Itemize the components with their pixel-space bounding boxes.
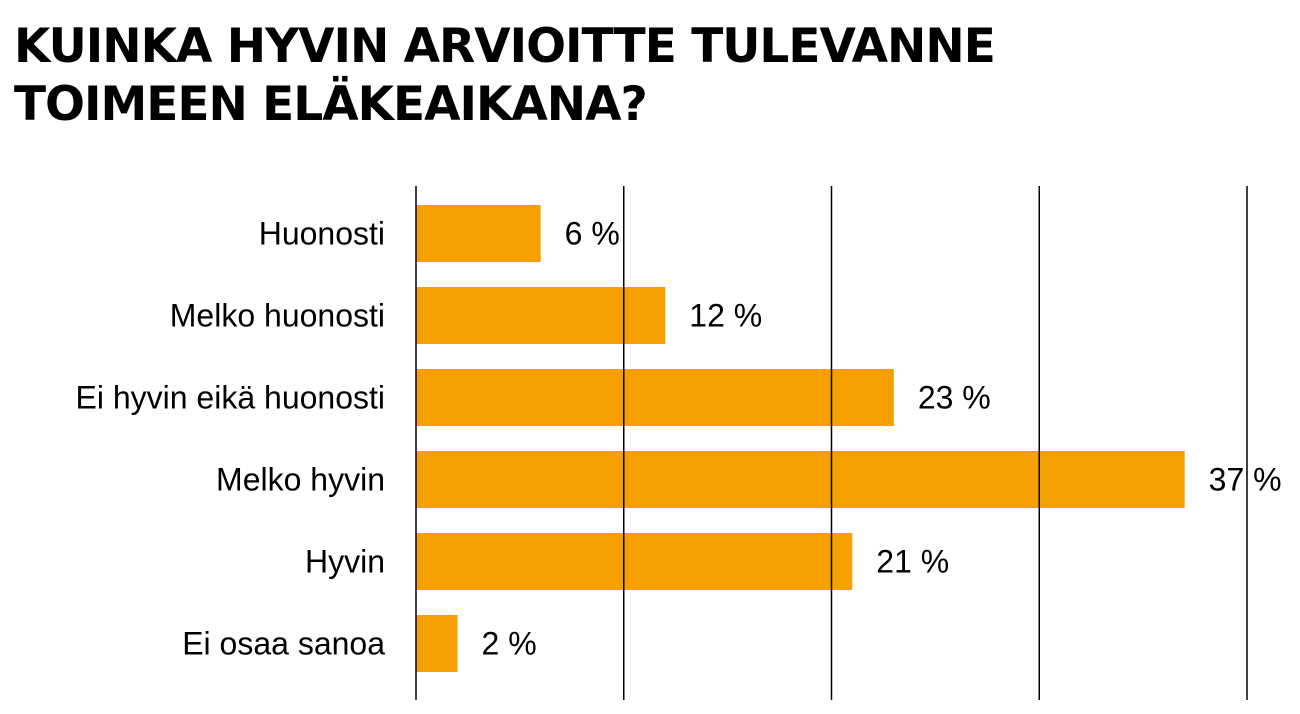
value-label: 23 % xyxy=(918,380,991,416)
bar-5 xyxy=(416,533,853,590)
labels: Huonosti 6 % Melko huonosti 12 % Ei hyvin ei… xyxy=(75,216,1281,662)
bar-1 xyxy=(416,205,541,262)
title-line-1: KUINKA HYVIN ARVIOITTE TULEVANNE xyxy=(14,19,996,74)
category-label: Melko hyvin xyxy=(216,462,385,498)
bar-2 xyxy=(416,287,666,344)
bar-4 xyxy=(416,451,1185,508)
category-label: Ei hyvin eikä huonosti xyxy=(75,380,385,416)
gridlines xyxy=(415,186,1248,700)
bars xyxy=(416,205,1185,672)
bar-3 xyxy=(416,369,894,426)
category-label: Hyvin xyxy=(305,544,385,580)
value-label: 12 % xyxy=(689,298,762,334)
category-label: Melko huonosti xyxy=(170,298,385,334)
bar-6 xyxy=(416,615,458,672)
value-label: 37 % xyxy=(1209,462,1282,498)
value-label: 21 % xyxy=(876,544,949,580)
title-line-2: TOIMEEN ELÄKEAIKANA? xyxy=(14,77,648,132)
category-label: Huonosti xyxy=(259,216,385,252)
value-label: 2 % xyxy=(482,626,537,662)
value-label: 6 % xyxy=(565,216,620,252)
category-label: Ei osaa sanoa xyxy=(182,626,385,662)
page-title: KUINKA HYVIN ARVIOITTE TULEVANNE TOIMEEN… xyxy=(14,18,1284,134)
